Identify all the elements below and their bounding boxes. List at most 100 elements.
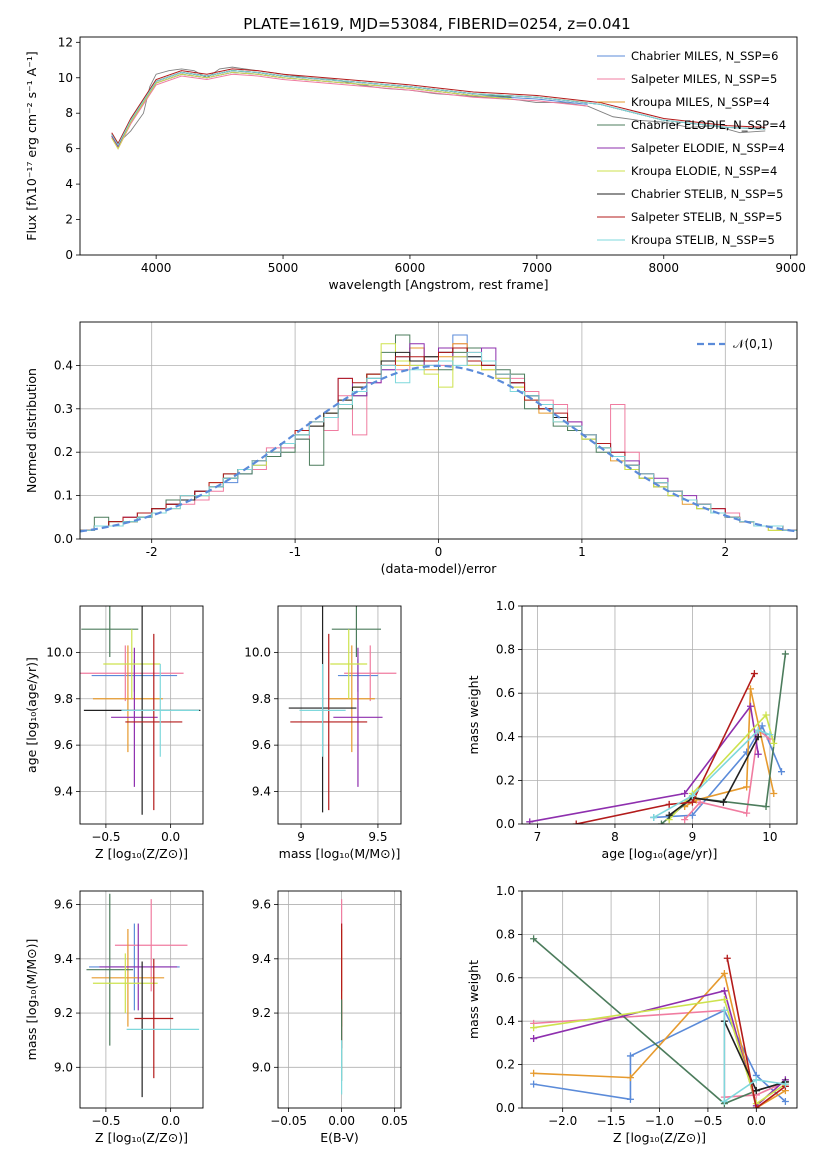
weight-marker — [762, 803, 770, 811]
x-axis-label: age [log₁₀(age/yr)] — [602, 846, 718, 861]
legend-label: Kroupa STELIB, N_SSP=5 — [631, 233, 775, 247]
model-spectrum-line — [111, 68, 766, 145]
x-tick-label: −0.05 — [270, 1114, 307, 1128]
weight-marker — [754, 726, 762, 734]
y-tick-label: 9.2 — [54, 1006, 73, 1020]
y-tick-label: 9.8 — [54, 692, 73, 706]
weight-marker — [530, 1035, 538, 1043]
weight-marker — [752, 1104, 760, 1108]
x-tick-label: −1.5 — [597, 1114, 626, 1128]
y-tick-label: 0.0 — [54, 532, 73, 546]
weight-marker — [657, 820, 665, 824]
x-tick-label: 5000 — [268, 261, 299, 275]
weight-marker — [696, 798, 704, 806]
y-tick-label: 9.2 — [252, 1006, 271, 1020]
x-tick-label: 7 — [534, 830, 542, 844]
weight-marker — [743, 809, 751, 817]
weight-marker — [754, 750, 762, 758]
y-tick-label: 0.0 — [496, 817, 515, 831]
y-axis-label: Flux [fλ10⁻¹⁷ erg cm⁻² s⁻¹ A⁻¹] — [24, 51, 39, 240]
x-tick-label: 9.5 — [368, 830, 387, 844]
axes-frame — [79, 36, 798, 256]
plot-area — [80, 606, 201, 815]
weight-line — [723, 1010, 786, 1104]
y-tick-label: 0.4 — [496, 1014, 515, 1028]
plot-area — [111, 66, 766, 150]
weight-marker — [530, 1080, 538, 1088]
legend: Chabrier MILES, N_SSP=6 Salpeter MILES, N… — [597, 49, 786, 247]
x-tick-label: 0.0 — [747, 1114, 766, 1128]
x-tick-label: 0 — [435, 545, 443, 559]
weight-marker — [719, 798, 727, 806]
legend-label: Kroupa MILES, N_SSP=4 — [631, 95, 770, 109]
weight-marker — [626, 1074, 634, 1082]
plot-area — [86, 893, 200, 1098]
axes-frame — [79, 605, 204, 825]
y-tick-label: 9.6 — [54, 738, 73, 752]
y-tick-label: 8 — [65, 106, 73, 120]
x-tick-label: 0.00 — [328, 1114, 355, 1128]
weight-marker — [720, 996, 728, 1003]
weight-marker — [750, 670, 758, 678]
x-tick-label: 10 — [762, 830, 777, 844]
model-spectrum-line — [111, 70, 588, 148]
y-axis-label: age [log₁₀(age/yr)] — [24, 657, 39, 773]
x-axis-label: mass [log₁₀(M/M⊙)] — [279, 846, 401, 861]
y-tick-label: 2 — [65, 213, 73, 227]
y-tick-label: 9.4 — [54, 952, 73, 966]
x-tick-label: 0.0 — [161, 830, 180, 844]
x-axis-label: wavelength [Angstrom, rest frame] — [328, 277, 548, 292]
weight-marker — [530, 1069, 538, 1077]
legend-label: Kroupa ELODIE, N_SSP=4 — [631, 164, 777, 178]
y-tick-label: 0.4 — [496, 730, 515, 744]
y-axis-label: mass [log₁₀(M/M⊙)] — [24, 939, 39, 1061]
plot-mass-vs-Z: −0.5 0.0 9.0 9.2 9.4 9.6 Z [log₁₀(Z/Z⊙)] mass [… — [24, 890, 204, 1145]
weight-marker — [720, 1097, 728, 1105]
weight-marker — [747, 702, 755, 710]
weight-marker — [723, 954, 731, 962]
y-tick-label: 9.6 — [252, 898, 271, 912]
model-spectrum-line — [111, 73, 588, 150]
axes-frame — [521, 605, 798, 825]
legend-label: Salpeter MILES, N_SSP=5 — [631, 72, 777, 86]
weight-marker — [720, 1006, 728, 1014]
data-spectrum-line — [111, 66, 766, 145]
x-tick-label: 1 — [578, 545, 586, 559]
weight-marker — [720, 969, 728, 977]
weight-marker — [770, 739, 778, 747]
y-tick-label: 10.0 — [46, 645, 73, 659]
weight-marker — [572, 820, 580, 824]
x-tick-label: 6000 — [395, 261, 426, 275]
y-tick-label: 0.6 — [496, 971, 515, 985]
y-tick-label: 12 — [58, 35, 73, 49]
x-tick-label: 4000 — [141, 261, 172, 275]
y-tick-label: 0.2 — [496, 773, 515, 787]
y-tick-label: 9.4 — [54, 785, 73, 799]
y-tick-label: 1.0 — [496, 599, 515, 613]
weight-marker — [747, 685, 755, 693]
plot-age-vs-mass: 9 9.5 9.4 9.6 9.8 10.0 mass [log₁₀(M/M⊙)] — [244, 605, 402, 861]
weight-line — [533, 998, 786, 1105]
weight-marker — [752, 1076, 760, 1084]
weight-marker — [754, 733, 762, 741]
weight-marker — [626, 1095, 634, 1103]
weight-marker — [758, 722, 766, 730]
model-spectrum-line — [111, 70, 766, 147]
weight-marker — [778, 768, 786, 776]
x-axis-label: (data-model)/error — [381, 561, 498, 576]
weight-line — [533, 989, 786, 1108]
x-tick-label: 0.0 — [161, 1114, 180, 1128]
legend-label: Salpeter STELIB, N_SSP=5 — [631, 210, 782, 224]
x-tick-label: 8 — [611, 830, 619, 844]
weight-marker — [720, 987, 728, 995]
weight-marker — [781, 650, 789, 658]
weight-marker — [665, 800, 673, 808]
legend-label: Chabrier ELODIE, N_SSP=4 — [631, 118, 786, 132]
x-tick-label: 9 — [297, 830, 305, 844]
weight-marker — [781, 1080, 789, 1088]
axes-frame — [521, 890, 798, 1109]
y-tick-label: 0.2 — [54, 445, 73, 459]
weight-marker — [688, 798, 696, 806]
x-axis-label: E(B-V) — [320, 1130, 359, 1145]
